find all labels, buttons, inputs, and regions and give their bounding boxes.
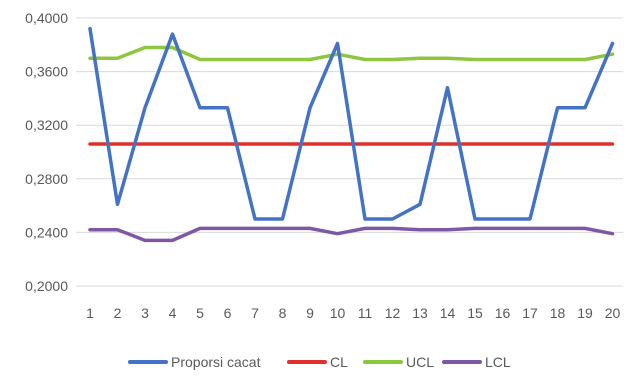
x-tick-label: 4 (169, 305, 177, 321)
x-tick-label: 12 (385, 305, 401, 321)
x-tick-label: 15 (467, 305, 483, 321)
grid-layer (76, 17, 623, 287)
x-tick-label: 8 (279, 305, 287, 321)
y-tick-label: 0,2400 (25, 224, 68, 240)
x-tick-label: 19 (577, 305, 593, 321)
series-layer (88, 26, 615, 243)
legend-label: CL (330, 354, 348, 370)
legend-label: Proporsi cacat (171, 354, 261, 370)
x-tick-label: 7 (251, 305, 259, 321)
x-tick-label: 14 (440, 305, 456, 321)
x-tick-label: 10 (330, 305, 346, 321)
x-tick-label: 3 (141, 305, 149, 321)
legend-label: UCL (406, 354, 434, 370)
series-line-proporsi-cacat (88, 26, 615, 221)
x-tick-label: 6 (224, 305, 232, 321)
x-tick-label: 1 (86, 305, 94, 321)
x-tick-label: 2 (114, 305, 122, 321)
x-tick-label: 16 (495, 305, 511, 321)
x-tick-label: 11 (358, 305, 373, 321)
x-tick-label: 20 (605, 305, 621, 321)
y-tick-label: 0,3200 (25, 117, 68, 133)
y-tick-label: 0,2000 (25, 278, 68, 294)
x-tick-label: 18 (550, 305, 566, 321)
y-tick-label: 0,3600 (25, 64, 68, 80)
legend-label: LCL (485, 354, 511, 370)
series-line-lcl (88, 226, 615, 243)
y-tick-label: 0,4000 (25, 10, 68, 26)
x-tick-label: 17 (522, 305, 538, 321)
x-tick-label: 5 (196, 305, 204, 321)
x-tick-label: 13 (412, 305, 428, 321)
legend: Proporsi cacat CL UCL LCL (128, 354, 511, 370)
y-tick-label: 0,2800 (25, 171, 68, 187)
x-tick-label: 9 (306, 305, 314, 321)
